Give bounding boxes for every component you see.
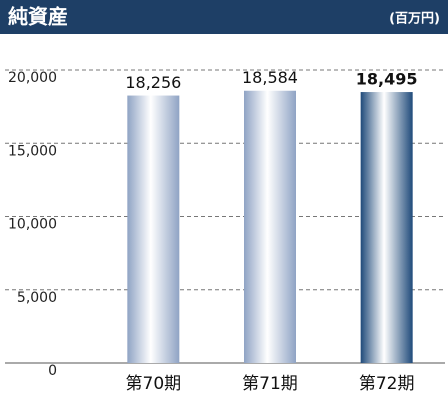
y-tick-label: 15,000 — [8, 143, 57, 159]
x-tick-label: 第71期 — [242, 374, 298, 394]
bar — [127, 95, 180, 364]
x-tick-label: 第70期 — [126, 374, 182, 394]
y-tick-label: 5,000 — [17, 290, 57, 306]
bar — [360, 92, 413, 363]
value-label: 18,495 — [356, 70, 418, 89]
y-tick-label: 0 — [48, 363, 57, 379]
chart-title: 純資産 — [8, 5, 68, 29]
header-bar — [0, 0, 448, 34]
unit-label: (百万円) — [389, 12, 440, 27]
value-label: 18,256 — [125, 73, 181, 92]
y-tick-label: 20,000 — [8, 70, 57, 86]
y-tick-label: 10,000 — [8, 217, 57, 233]
value-label: 18,584 — [242, 68, 298, 87]
x-tick-label: 第72期 — [359, 374, 415, 394]
bar — [244, 90, 296, 364]
